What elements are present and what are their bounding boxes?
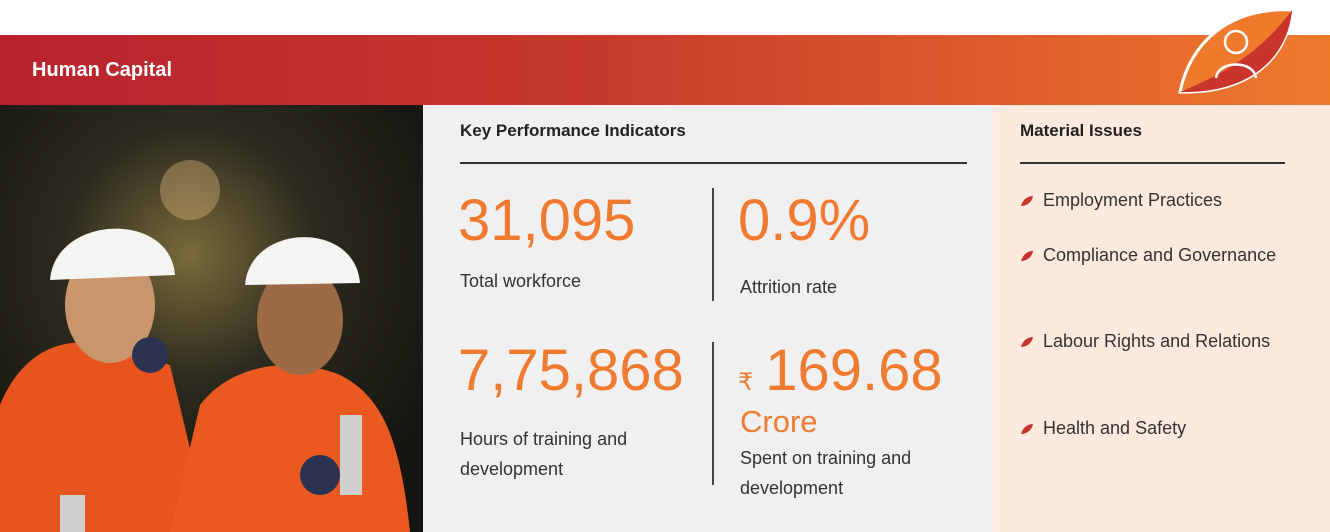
- bullet: [1021, 337, 1033, 347]
- bullet: [1021, 424, 1033, 434]
- material-item: Health and Safety: [1020, 413, 1283, 443]
- divider: [712, 188, 714, 301]
- kpi-label: Attrition rate: [740, 277, 838, 297]
- photo-illustration: [0, 160, 410, 532]
- material-title: Material Issues: [1020, 121, 1142, 140]
- material-item-text: Labour Rights and Relations: [1043, 331, 1271, 351]
- material-panel: [993, 105, 1330, 532]
- divider: [460, 162, 967, 164]
- bullet: [1021, 251, 1033, 261]
- kpi-label: Spent on training and development: [740, 448, 912, 498]
- kpi-value-group: ₹169.68: [738, 342, 943, 400]
- header-bar: [0, 35, 1330, 105]
- kpi-label: Hours of training and development: [460, 429, 628, 479]
- kpi-panel: [423, 105, 993, 532]
- header-title: Human Capital: [32, 59, 173, 81]
- material-item-text: Compliance and Governance: [1043, 245, 1277, 265]
- header-icon: [1178, 8, 1294, 94]
- divider: [1020, 162, 1285, 164]
- kpi-title: Key Performance Indicators: [460, 121, 686, 140]
- kpi-label: Total workforce: [460, 271, 582, 291]
- bullet: [1021, 196, 1033, 206]
- material-item: Employment Practices: [1020, 185, 1283, 215]
- material-item: Labour Rights and Relations: [1020, 326, 1283, 356]
- divider: [712, 342, 714, 485]
- kpi-value: 7,75,868: [458, 338, 684, 403]
- kpi-value: 31,095: [458, 188, 636, 253]
- photo: [0, 105, 423, 532]
- kpi-unit: Crore: [740, 404, 818, 439]
- kpi-value: 169.68: [765, 338, 943, 403]
- material-item-text: Employment Practices: [1043, 190, 1223, 210]
- currency: ₹: [738, 369, 754, 396]
- material-item-text: Health and Safety: [1043, 418, 1187, 438]
- material-item: Compliance and Governance: [1020, 240, 1283, 270]
- kpi-value: 0.9%: [738, 188, 871, 253]
